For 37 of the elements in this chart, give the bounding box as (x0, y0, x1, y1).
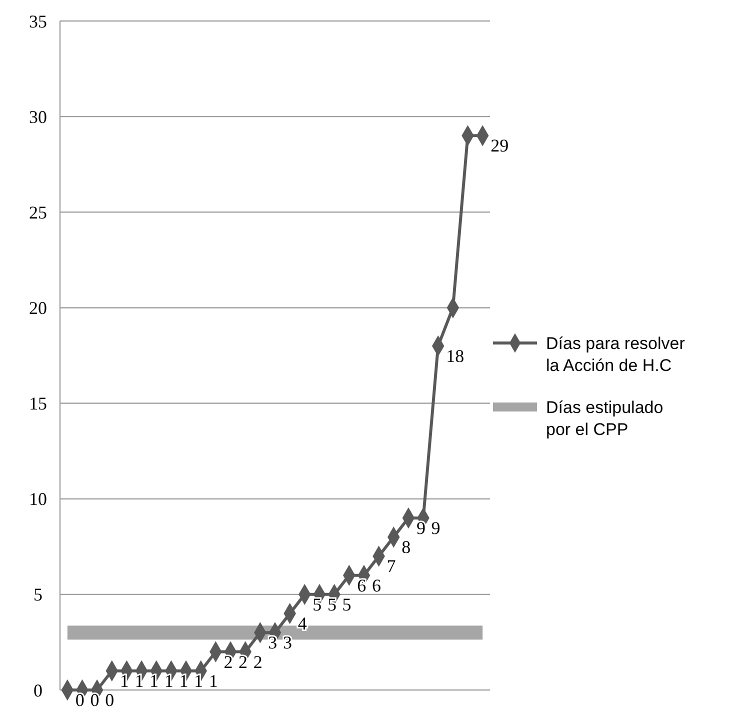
data-label: 1 (134, 670, 144, 691)
data-label: 1 (179, 670, 188, 691)
y-tick-label: 15 (29, 394, 47, 414)
y-tick-label: 0 (34, 680, 42, 700)
data-label: 1 (164, 670, 174, 691)
y-tick-label: 35 (29, 11, 47, 32)
data-label: 0 (105, 690, 114, 710)
data-label: 7 (386, 556, 396, 576)
y-tick-label: 25 (29, 202, 47, 222)
data-label: 1 (150, 670, 159, 691)
data-label: 9 (416, 518, 426, 538)
y-tick-label: 10 (29, 489, 47, 510)
data-label: 1 (208, 670, 218, 691)
data-label: 4 (298, 614, 307, 634)
data-label: 1 (120, 670, 129, 691)
y-tick-label: 30 (29, 106, 47, 127)
data-label: 0 (90, 690, 100, 710)
legend-label: Días para resolver la Acción de H.C (546, 334, 686, 375)
data-label: 6 (357, 575, 366, 596)
data-label: 18 (446, 346, 464, 366)
data-label: 2 (238, 652, 248, 672)
data-label: 3 (283, 632, 292, 653)
data-label: 0 (75, 690, 84, 710)
y-tick-label: 20 (29, 298, 47, 318)
data-label: 29 (490, 136, 509, 156)
data-label: 8 (402, 537, 411, 558)
data-label: 5 (312, 594, 322, 614)
data-label: 5 (327, 594, 336, 614)
y-tick-label: 5 (34, 584, 42, 605)
data-label: 3 (268, 632, 278, 653)
data-label: 6 (372, 575, 381, 596)
data-label: 2 (224, 652, 233, 672)
data-label: 2 (253, 652, 262, 672)
data-label: 5 (342, 594, 352, 614)
data-label: 1 (194, 670, 204, 691)
legend-label: Días estipulado por el CPP (546, 398, 664, 439)
data-label: 9 (431, 518, 440, 538)
